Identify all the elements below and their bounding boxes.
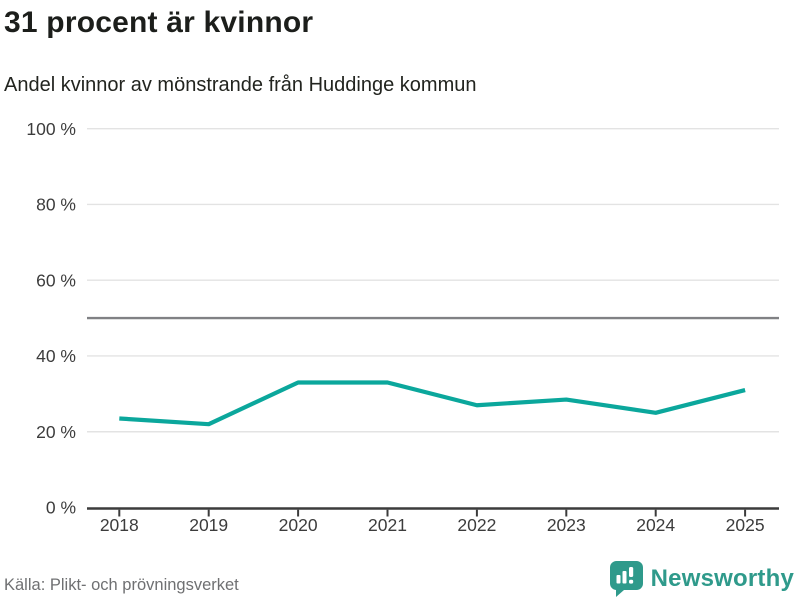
y-tick-label-40: 40 % [36,346,76,366]
brand-name: Newsworthy [650,565,794,592]
page-title: 31 procent är kvinnor [4,6,314,39]
y-tick-label-80: 80 % [36,195,76,215]
x-tick-label-2018: 2018 [100,515,139,535]
x-tick-label-2024: 2024 [636,515,675,535]
x-tick-label-2023: 2023 [547,515,586,535]
chart-subtitle: Andel kvinnor av mönstrande från Hudding… [4,74,477,96]
brand-logo: Newsworthy [609,561,794,597]
x-tick-label-2021: 2021 [368,515,407,535]
y-tick-label-0: 0 % [46,498,76,518]
y-tick-label-20: 20 % [36,422,76,442]
x-tick-label-2022: 2022 [457,515,496,535]
x-tick-label-2020: 2020 [279,515,318,535]
x-tick-label-2019: 2019 [189,515,228,535]
bar-chart-speech-bubble-icon [609,561,643,597]
data-line-andel-kvinnor-av-m-nstrande [119,380,746,427]
x-tick-label-2025: 2025 [726,515,765,535]
y-tick-label-60: 60 % [36,270,76,290]
source-note: Källa: Plikt- och prövningsverket [4,576,239,594]
y-tick-label-100: 100 % [26,119,76,139]
